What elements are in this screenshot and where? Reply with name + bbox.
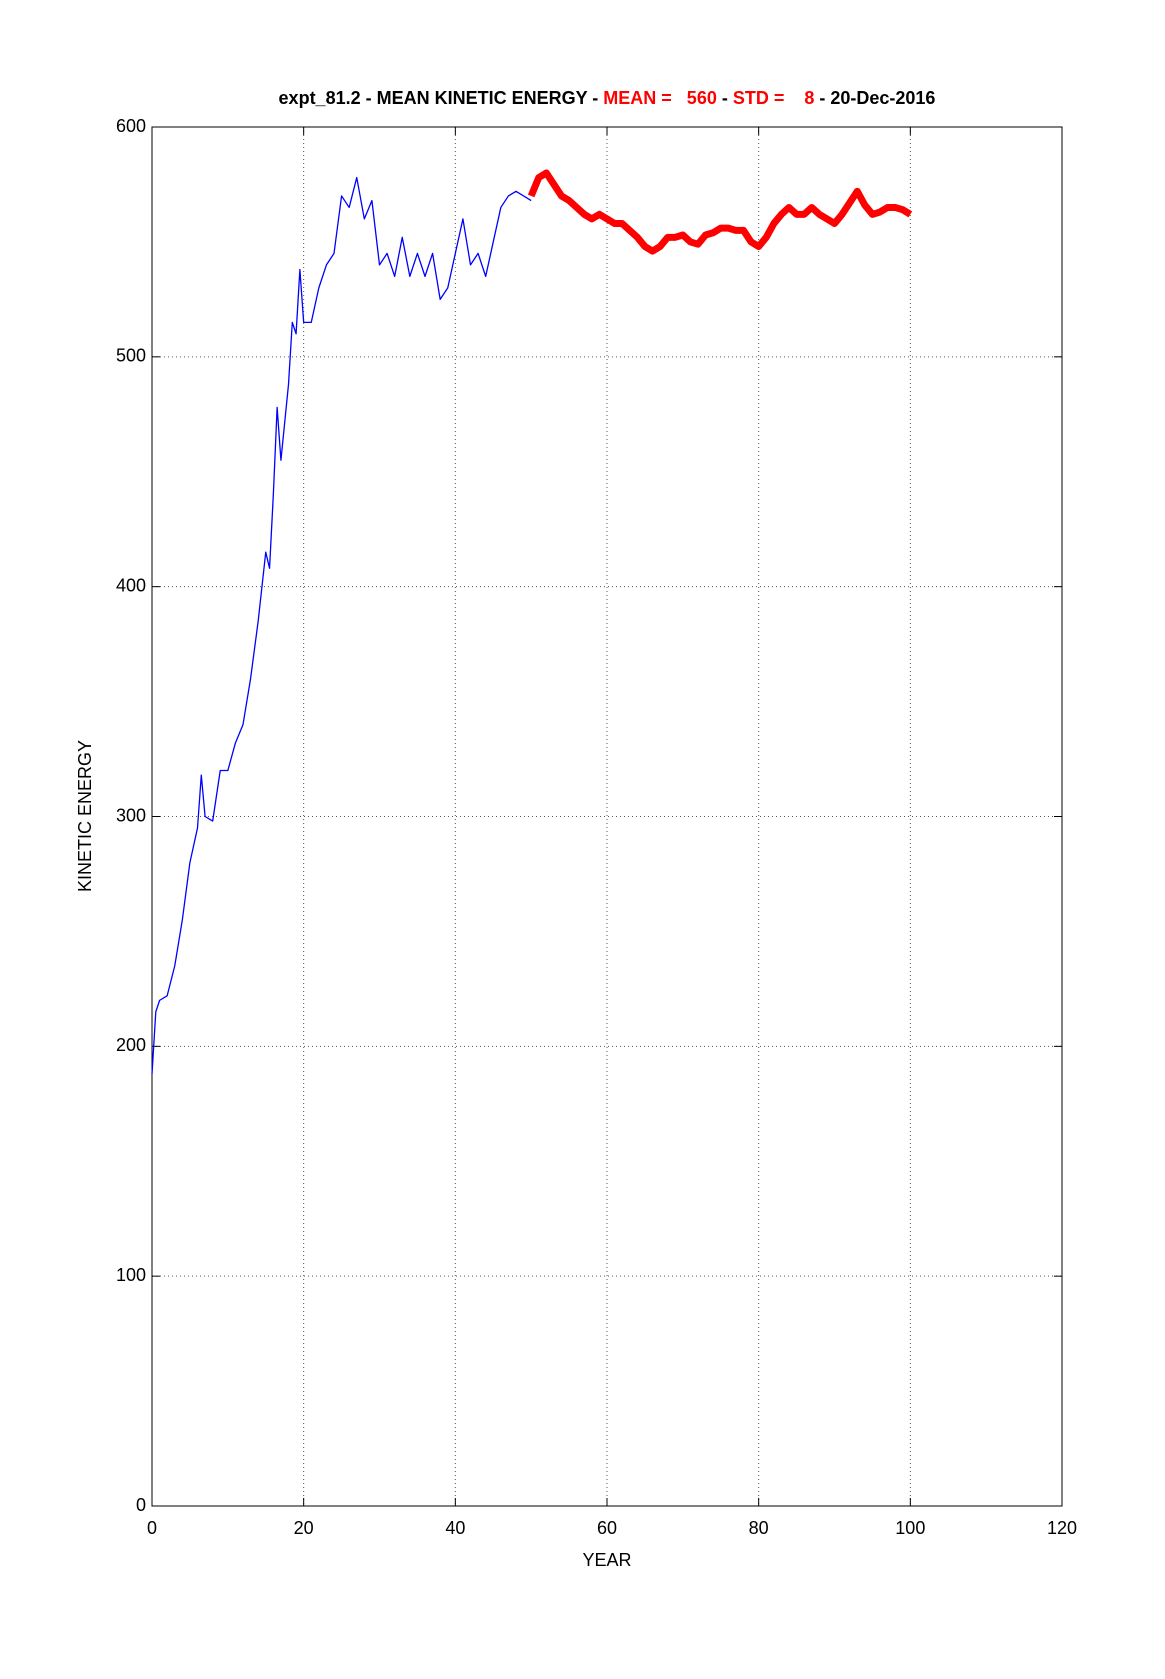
chart-title: expt_81.2 - MEAN KINETIC ENERGY - MEAN =… [279, 88, 936, 108]
y-tick-label: 600 [116, 116, 146, 136]
title-part: - [717, 88, 733, 108]
x-tick-label: 120 [1047, 1518, 1077, 1538]
line-series [151, 176, 532, 1074]
y-tick-label: 500 [116, 346, 146, 366]
title-part: MEAN = 560 [603, 88, 717, 108]
title-part: expt_81.2 - MEAN KINETIC ENERGY - [279, 88, 604, 108]
y-tick-label: 0 [136, 1495, 146, 1515]
y-tick-label: 300 [116, 805, 146, 825]
y-axis-label: KINETIC ENERGY [75, 740, 95, 892]
title-part: STD = 8 [733, 88, 815, 108]
line-series [527, 169, 913, 255]
title-part: - 20-Dec-2016 [814, 88, 935, 108]
x-tick-label: 0 [147, 1518, 157, 1538]
x-tick-label: 60 [597, 1518, 617, 1538]
x-tick-label: 80 [749, 1518, 769, 1538]
x-tick-label: 20 [294, 1518, 314, 1538]
x-tick-label: 100 [895, 1518, 925, 1538]
plot-frame [151, 126, 1063, 1507]
x-axis-label: YEAR [582, 1550, 631, 1570]
y-tick-label: 200 [116, 1035, 146, 1055]
x-tick-label: 40 [445, 1518, 465, 1538]
y-tick-label: 100 [116, 1265, 146, 1285]
y-tick-label: 400 [116, 575, 146, 595]
